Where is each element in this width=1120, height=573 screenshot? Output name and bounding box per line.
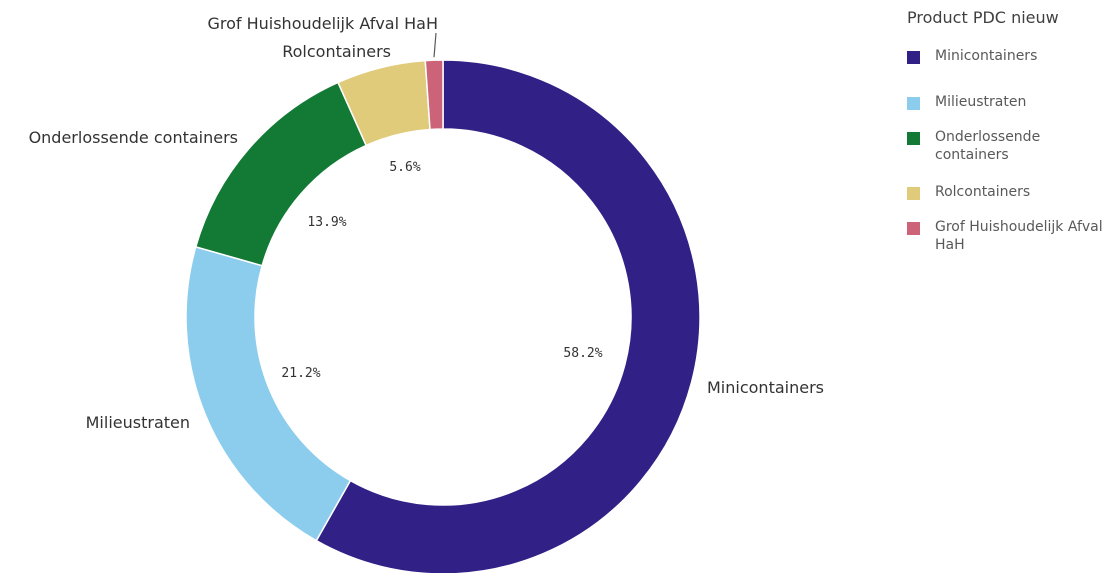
legend-swatch: [907, 187, 920, 200]
slice-grof-huishoudelijk-afval-hah[interactable]: [424, 59, 444, 131]
slice-label: Minicontainers: [707, 378, 824, 397]
legend-item-grof-huishoudelijk-afval-hah[interactable]: Grof Huishoudelijk Afval HaH: [907, 218, 1117, 264]
legend-label: Milieustraten: [935, 94, 1027, 110]
slice-onderlossende-containers[interactable]: [194, 81, 368, 267]
legend-items: Minicontainers Milieustraten Onderlossen…: [907, 47, 1117, 264]
legend-item-minicontainers[interactable]: Minicontainers: [907, 47, 1117, 93]
legend-swatch: [907, 97, 920, 110]
legend-item-milieustraten[interactable]: Milieustraten: [907, 93, 1117, 128]
legend-item-rolcontainers[interactable]: Rolcontainers: [907, 183, 1117, 218]
legend-label: Grof Huishoudelijk Afval HaH: [935, 219, 1103, 253]
legend-swatch: [907, 222, 920, 235]
slice-label: Milieustraten: [86, 413, 190, 432]
slice-value-label: 21.2%: [281, 366, 320, 381]
legend-title: Product PDC nieuw: [907, 8, 1059, 27]
legend-swatch: [907, 132, 920, 145]
slice-label: Rolcontainers: [282, 42, 391, 61]
leader-line: [433, 32, 437, 58]
slice-value-label: 13.9%: [307, 215, 346, 230]
donut-chart: Minicontainers 58.2% Milieustraten 21.2% Ond…: [29, 14, 824, 573]
slice-label: Onderlossende containers: [29, 128, 238, 147]
legend-swatch: [907, 51, 920, 64]
legend-label: Rolcontainers: [935, 184, 1031, 200]
slice-milieustraten[interactable]: [185, 245, 352, 542]
legend-label: Minicontainers: [935, 48, 1038, 64]
slice-label: Grof Huishoudelijk Afval HaH: [207, 14, 438, 33]
slice-value-label: 5.6%: [389, 160, 420, 175]
legend: Product PDC nieuw Minicontainers Milieus…: [907, 8, 1117, 264]
slice-value-label: 58.2%: [563, 346, 602, 361]
legend-item-onderlossende-containers[interactable]: Onderlossende containers: [907, 128, 1117, 183]
legend-label: Onderlossende containers: [935, 129, 1041, 163]
slice-minicontainers[interactable]: [315, 59, 701, 573]
